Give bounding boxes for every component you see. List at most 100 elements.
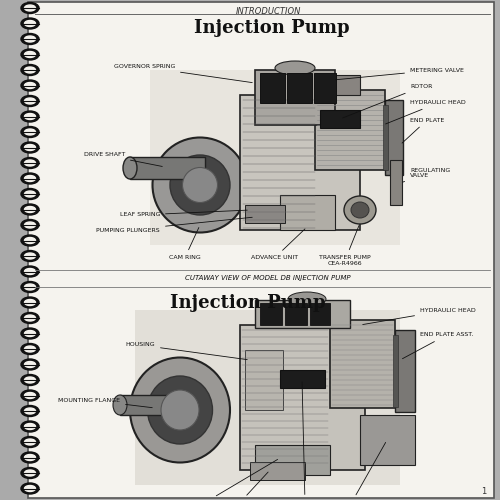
Ellipse shape: [24, 284, 36, 290]
Ellipse shape: [24, 408, 36, 414]
Bar: [385, 100, 403, 175]
Ellipse shape: [21, 250, 39, 262]
Text: REGULATING
VALVE: REGULATING VALVE: [402, 168, 450, 182]
Text: ROTOR: ROTOR: [294, 382, 316, 500]
Ellipse shape: [21, 18, 39, 29]
Ellipse shape: [344, 196, 376, 224]
Ellipse shape: [21, 390, 39, 401]
Bar: [393, 335, 398, 407]
Ellipse shape: [21, 436, 39, 448]
Bar: [240, 325, 365, 470]
Bar: [135, 310, 400, 485]
Ellipse shape: [21, 188, 39, 200]
Ellipse shape: [24, 439, 36, 445]
Ellipse shape: [24, 52, 36, 58]
Ellipse shape: [24, 114, 36, 119]
Bar: [245, 350, 283, 410]
Ellipse shape: [24, 98, 36, 104]
Ellipse shape: [24, 191, 36, 197]
Bar: [390, 160, 402, 205]
Ellipse shape: [24, 253, 36, 259]
Ellipse shape: [21, 96, 39, 106]
Ellipse shape: [21, 452, 39, 463]
Bar: [255, 70, 335, 125]
Ellipse shape: [21, 2, 39, 14]
Bar: [280, 195, 335, 230]
Ellipse shape: [182, 168, 218, 202]
Bar: [360, 415, 415, 465]
Text: HOUSING: HOUSING: [126, 342, 248, 359]
Ellipse shape: [21, 297, 39, 308]
Text: TRANSFER PUMP
CEA-R4966: TRANSFER PUMP CEA-R4966: [319, 226, 371, 266]
Ellipse shape: [21, 328, 39, 339]
Bar: [260, 73, 285, 103]
Bar: [255, 300, 350, 328]
Ellipse shape: [24, 144, 36, 150]
Ellipse shape: [21, 406, 39, 416]
Ellipse shape: [21, 374, 39, 386]
Bar: [120, 395, 185, 415]
Ellipse shape: [275, 61, 315, 75]
Bar: [130, 157, 205, 179]
Bar: [280, 370, 325, 388]
Ellipse shape: [24, 20, 36, 26]
Bar: [383, 105, 388, 170]
Ellipse shape: [24, 222, 36, 228]
Ellipse shape: [21, 49, 39, 60]
Text: CAM RING: CAM RING: [169, 228, 201, 260]
Ellipse shape: [24, 5, 36, 11]
Ellipse shape: [24, 377, 36, 383]
Ellipse shape: [21, 344, 39, 354]
Ellipse shape: [21, 220, 39, 230]
Ellipse shape: [24, 346, 36, 352]
Ellipse shape: [21, 142, 39, 153]
Text: HYDRAULIC HEAD: HYDRAULIC HEAD: [362, 308, 476, 324]
Ellipse shape: [21, 235, 39, 246]
Ellipse shape: [113, 395, 127, 415]
Ellipse shape: [24, 486, 36, 492]
Bar: [330, 320, 395, 408]
Ellipse shape: [170, 155, 230, 215]
Bar: [150, 70, 400, 245]
Ellipse shape: [24, 268, 36, 274]
Ellipse shape: [24, 424, 36, 430]
Ellipse shape: [24, 300, 36, 306]
Ellipse shape: [24, 454, 36, 460]
Text: INTRODUCTION: INTRODUCTION: [236, 6, 300, 16]
Bar: [255, 445, 330, 475]
Text: END PLATE: END PLATE: [402, 118, 444, 143]
Ellipse shape: [24, 129, 36, 135]
Text: METERING VALVE: METERING VALVE: [336, 68, 464, 80]
Ellipse shape: [21, 80, 39, 91]
Ellipse shape: [130, 358, 230, 463]
Ellipse shape: [24, 470, 36, 476]
Text: END PLATE ASST.: END PLATE ASST.: [402, 332, 473, 358]
Ellipse shape: [351, 202, 369, 218]
Ellipse shape: [148, 376, 212, 444]
Text: DRIVE SHAFT: DRIVE SHAFT: [84, 152, 162, 166]
Text: GOVERNOR SPRING: GOVERNOR SPRING: [114, 64, 252, 82]
Ellipse shape: [21, 359, 39, 370]
Ellipse shape: [24, 206, 36, 212]
Ellipse shape: [21, 468, 39, 478]
Ellipse shape: [21, 158, 39, 168]
Bar: [310, 303, 330, 325]
Text: SPEED ADVANCE: SPEED ADVANCE: [214, 472, 268, 500]
Bar: [320, 110, 360, 128]
Ellipse shape: [152, 138, 248, 232]
Text: ROTOR: ROTOR: [342, 84, 432, 118]
Bar: [0, 0, 28, 500]
Ellipse shape: [24, 330, 36, 336]
Ellipse shape: [21, 204, 39, 215]
Ellipse shape: [123, 157, 137, 179]
Text: PRESSURE REGULATING ASSEMBLY
CEA-R4965: PRESSURE REGULATING ASSEMBLY CEA-R4965: [296, 442, 404, 500]
Text: MOUNTING FLANGE: MOUNTING FLANGE: [58, 398, 152, 407]
Text: LEAF SPRING: LEAF SPRING: [120, 210, 247, 218]
Ellipse shape: [161, 390, 199, 430]
Ellipse shape: [21, 64, 39, 76]
Bar: [315, 90, 385, 170]
Bar: [245, 205, 285, 223]
Bar: [250, 462, 305, 480]
Text: CUTAWAY VIEW OF MODEL DB INJECTION PUMP: CUTAWAY VIEW OF MODEL DB INJECTION PUMP: [185, 275, 351, 281]
Ellipse shape: [24, 67, 36, 73]
